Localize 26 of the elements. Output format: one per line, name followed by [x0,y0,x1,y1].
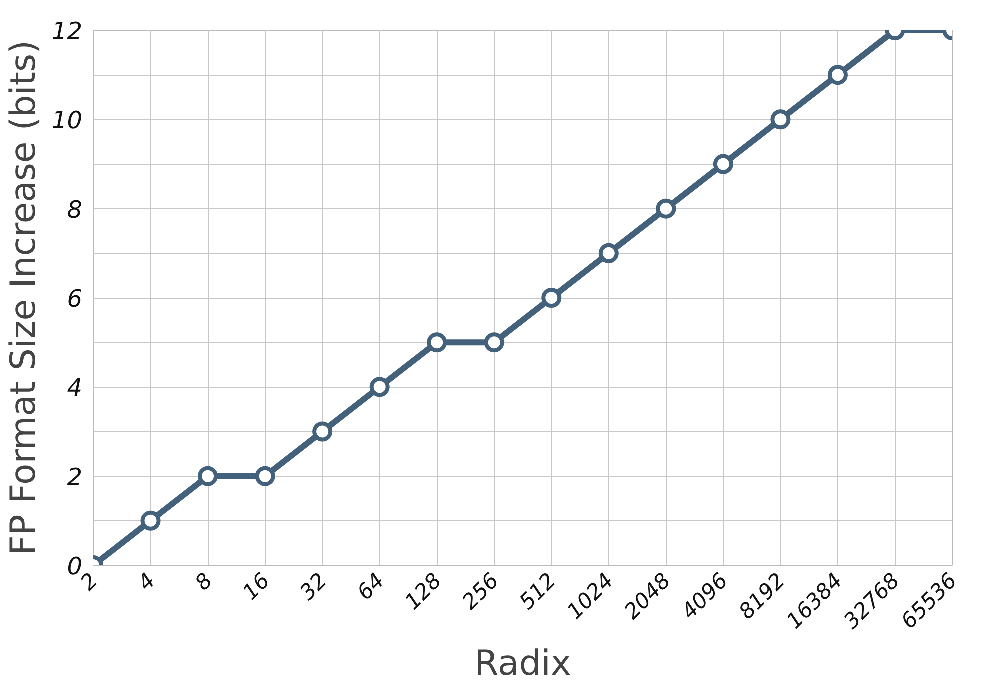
point [140,510,161,531]
point [713,154,734,174]
y-tick-label: 8 [67,196,83,224]
x-axis-title: Radix [474,644,572,684]
x-tick-label: 8 [190,568,218,596]
point [484,332,504,353]
x-tick-label: 4 [133,568,161,596]
y-tick-label: 6 [67,285,83,313]
x-tick-label: 32 [296,568,332,606]
y-tick-label: 10 [52,106,83,135]
y-tick-label: 4 [67,374,83,402]
point [770,110,791,130]
point [828,65,848,86]
point [255,466,276,486]
point [370,377,390,398]
point [198,466,218,486]
y-tick-label: 2 [67,463,83,492]
x-tick-label: 16 [238,568,276,606]
point [598,243,619,264]
point [427,332,448,353]
y-tick-label: 12 [52,18,83,46]
x-tick-label: 64 [352,568,390,606]
point [542,288,562,308]
point [656,198,676,219]
point [312,422,333,442]
y-axis-title: FP Format Size Increase (bits) [4,40,44,556]
